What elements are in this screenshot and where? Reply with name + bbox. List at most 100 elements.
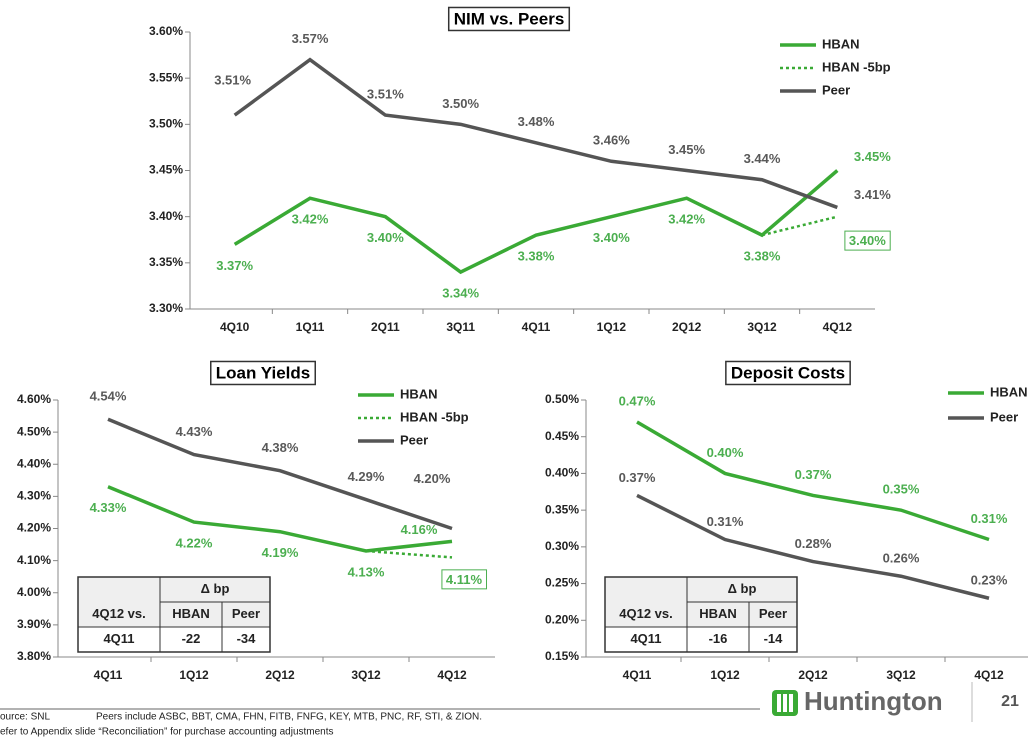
y-tick-label: 0.35% (545, 502, 579, 516)
table-cell: -16 (709, 631, 728, 646)
y-tick-label: 0.20% (545, 612, 579, 626)
title-box (447, 6, 571, 32)
y-tick-label: 3.55% (149, 70, 183, 84)
y-tick-label: 4.60% (17, 392, 51, 406)
data-label: 4.38% (262, 440, 299, 455)
x-tick-label: 4Q12 (437, 668, 467, 682)
table-cell: 4Q11 (630, 631, 661, 646)
y-tick-label: 0.40% (545, 466, 579, 480)
data-label: 3.41% (854, 187, 891, 202)
table-cell: 4Q12 vs. (92, 606, 146, 621)
y-tick-label: 4.40% (17, 456, 51, 470)
data-label: 3.42% (292, 212, 329, 227)
data-label: 3.40% (367, 230, 404, 245)
data-label: 3.42% (668, 212, 705, 227)
y-tick-label: 3.80% (17, 649, 51, 663)
data-label: 0.31% (971, 511, 1008, 526)
y-tick-label: 4.00% (17, 585, 51, 599)
table-cell: -34 (237, 631, 257, 646)
table-cell: 4Q11 (103, 631, 134, 646)
table-cell: HBAN (172, 606, 210, 621)
legend-label: HBAN (400, 386, 438, 401)
page-number: 21 (1001, 693, 1019, 710)
data-label: 3.45% (854, 149, 891, 164)
data-label: 4.43% (176, 424, 213, 439)
legend-label: HBAN -5bp (822, 59, 891, 74)
series-line (107, 485, 453, 553)
data-label: 3.50% (442, 96, 479, 111)
series-line (233, 57, 838, 210)
series-line (365, 549, 453, 559)
x-tick-label: 1Q11 (296, 320, 325, 334)
data-label: 4.20% (414, 471, 451, 486)
legend-label: HBAN -5bp (400, 409, 469, 424)
legend-label: Peer (400, 432, 428, 447)
source: ource: SNL (0, 712, 50, 723)
table-frame (604, 576, 798, 653)
data-label: 3.38% (518, 249, 555, 264)
x-tick-label: 1Q12 (710, 668, 740, 682)
x-tick-label: 4Q11 (522, 320, 551, 334)
x-tick-label: 4Q12 (823, 320, 853, 334)
x-tick-label: 1Q12 (179, 668, 209, 682)
data-label: 4.54% (90, 389, 127, 404)
data-label: 3.40% (593, 230, 630, 245)
legend-label: HBAN (822, 36, 860, 51)
series-line (761, 215, 838, 237)
x-tick-label: 3Q11 (446, 320, 475, 334)
table-cell: 4Q12 vs. (619, 606, 673, 621)
data-label: 0.28% (795, 536, 832, 551)
data-label: 3.40% (849, 233, 886, 248)
table-header: Δ bp (728, 581, 757, 596)
y-tick-label: 0.15% (545, 649, 579, 663)
data-label: 3.37% (216, 258, 253, 273)
table-frame (77, 576, 271, 653)
y-tick-label: 0.45% (545, 429, 579, 443)
y-tick-label: 4.50% (17, 424, 51, 438)
chart-title: NIM vs. Peers (454, 9, 565, 28)
data-label: 3.46% (593, 133, 630, 148)
y-tick-label: 0.30% (545, 539, 579, 553)
logo-icon (772, 690, 798, 716)
y-tick-label: 3.35% (149, 255, 183, 269)
data-label: 3.51% (214, 73, 251, 88)
data-label: 3.51% (367, 87, 404, 102)
data-label: 0.26% (883, 551, 920, 566)
x-tick-label: 1Q12 (597, 320, 627, 334)
table-cell: HBAN (699, 606, 737, 621)
y-tick-label: 0.50% (545, 392, 579, 406)
x-tick-label: 2Q12 (798, 668, 828, 682)
y-tick-label: 4.20% (17, 521, 51, 535)
footnote: efer to Appendix slide “Reconciliation” … (0, 727, 334, 738)
data-label: 3.57% (292, 31, 329, 46)
title-box (210, 360, 316, 386)
y-tick-label: 3.30% (149, 301, 183, 315)
series-line (233, 169, 839, 275)
data-label: 0.31% (707, 514, 744, 529)
x-tick-label: 3Q12 (747, 320, 777, 334)
chart-title: Deposit Costs (731, 363, 845, 382)
x-tick-label: 2Q12 (672, 320, 702, 334)
y-tick-label: 0.25% (545, 576, 579, 590)
data-label: 4.33% (90, 500, 127, 515)
table-cell: -14 (764, 631, 784, 646)
title-box (725, 360, 851, 386)
logo: Huntington (804, 686, 943, 716)
chart-title: Loan Yields (216, 363, 310, 382)
x-tick-label: 3Q12 (886, 668, 916, 682)
data-label: 0.35% (883, 482, 920, 497)
series-line (107, 417, 453, 531)
x-tick-label: 3Q12 (351, 668, 381, 682)
table-header: Δ bp (201, 581, 230, 596)
table-cell: -22 (182, 631, 201, 646)
y-tick-label: 4.30% (17, 489, 51, 503)
legend-label: HBAN (990, 384, 1028, 399)
data-label: 3.38% (744, 249, 781, 264)
y-tick-label: 3.60% (149, 24, 183, 38)
data-label: 0.37% (795, 467, 832, 482)
x-tick-label: 2Q12 (265, 668, 295, 682)
series-line (636, 420, 990, 542)
legend-label: Peer (822, 82, 850, 97)
data-label: 0.40% (707, 445, 744, 460)
